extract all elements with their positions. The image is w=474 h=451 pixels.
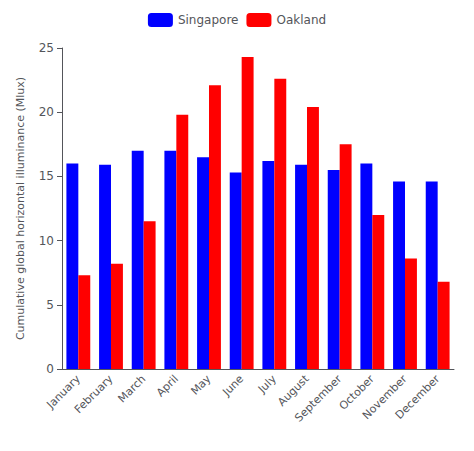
- svg-text:25: 25: [39, 41, 54, 55]
- svg-text:20: 20: [39, 105, 54, 119]
- svg-text:Oakland: Oakland: [276, 13, 326, 27]
- svg-text:March: March: [115, 372, 148, 405]
- svg-text:June: June: [219, 372, 246, 399]
- svg-text:5: 5: [46, 298, 54, 312]
- svg-text:September: September: [292, 372, 344, 424]
- svg-text:15: 15: [39, 169, 54, 183]
- svg-text:April: April: [154, 372, 181, 399]
- svg-text:July: July: [255, 372, 279, 396]
- svg-text:Singapore: Singapore: [178, 13, 239, 27]
- svg-text:February: February: [72, 372, 116, 416]
- svg-text:May: May: [188, 372, 214, 398]
- svg-text:Cumulative global horizontal i: Cumulative global horizontal illuminance…: [14, 77, 27, 340]
- svg-text:August: August: [275, 372, 312, 409]
- svg-text:0: 0: [46, 362, 54, 376]
- svg-text:November: November: [360, 372, 410, 422]
- svg-text:January: January: [44, 372, 83, 412]
- svg-text:December: December: [393, 372, 443, 422]
- svg-text:10: 10: [39, 234, 54, 248]
- svg-text:October: October: [336, 372, 377, 413]
